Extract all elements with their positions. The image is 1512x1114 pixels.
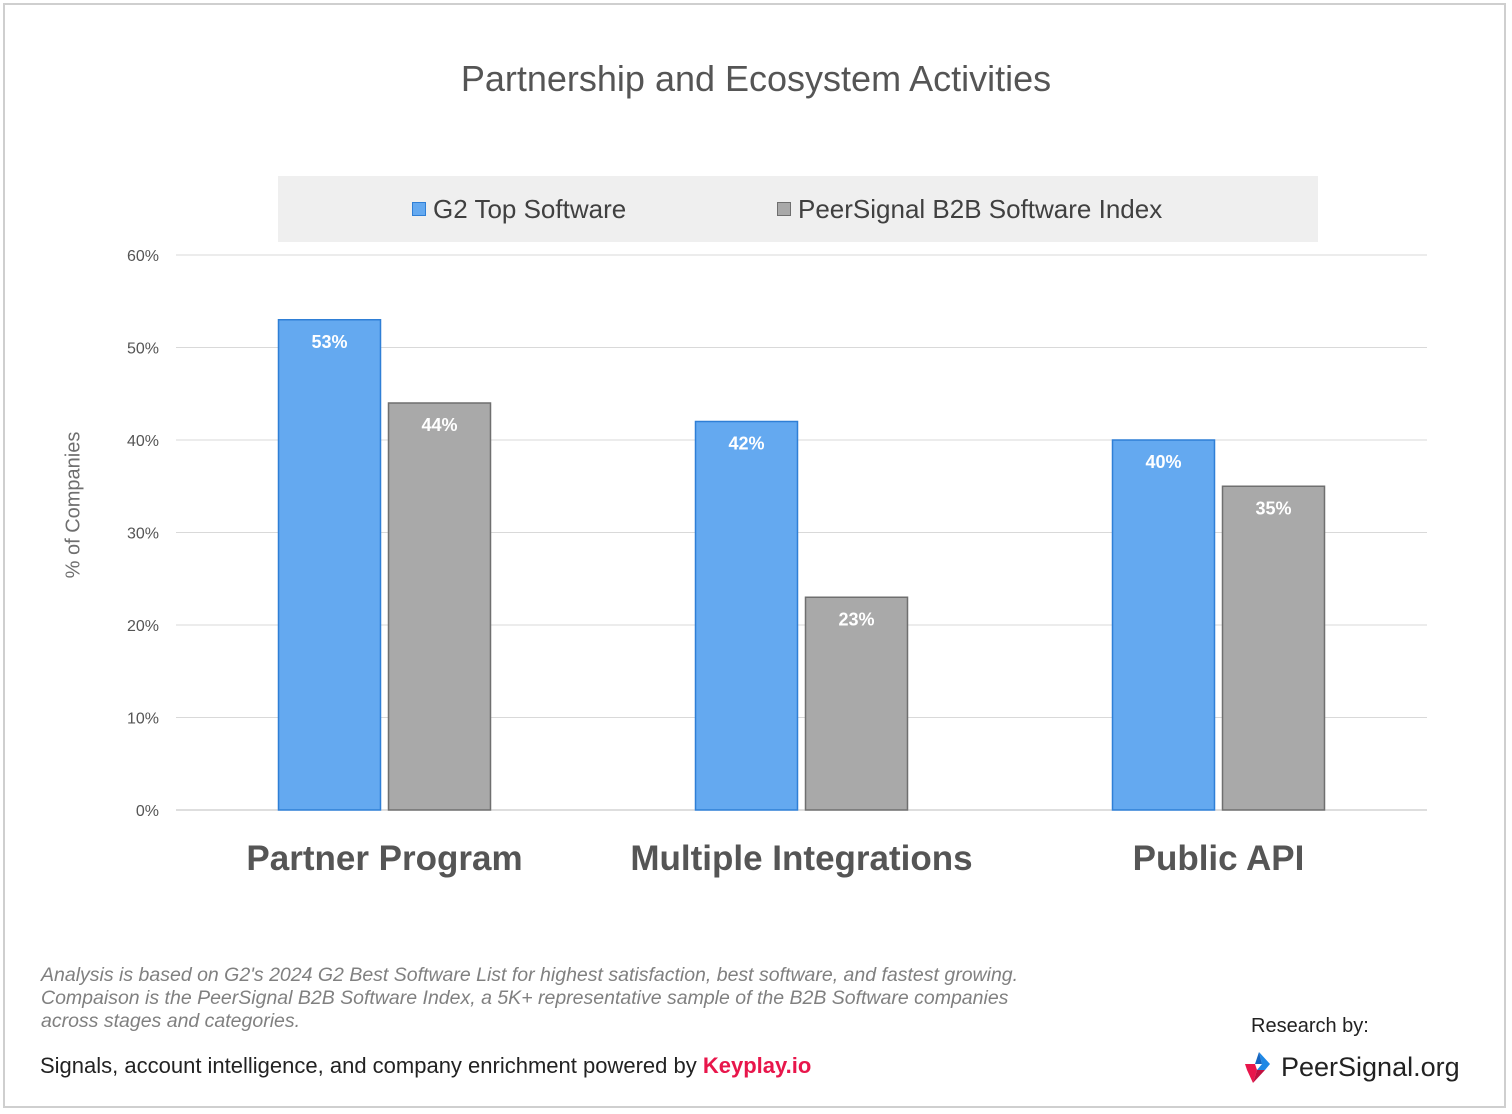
x-category-label: Public API [1133, 839, 1305, 878]
bar [1111, 439, 1216, 811]
legend-swatch-g2 [412, 202, 426, 216]
x-category-label: Partner Program [246, 839, 522, 878]
y-tick-label: 0% [136, 803, 159, 820]
analysis-footnote: Analysis is based on G2's 2024 G2 Best S… [41, 964, 1019, 1032]
research-by-label: Research by: [1251, 1015, 1369, 1037]
legend-swatch-peersignal [777, 202, 791, 216]
peersignal-logo[interactable]: PeerSignal.org [1243, 1050, 1460, 1084]
legend-item-peersignal: PeerSignal B2B Software Index [777, 176, 1162, 242]
bar-value-label: 35% [1255, 498, 1291, 518]
bar [1221, 485, 1326, 811]
keyplay-link[interactable]: Keyplay.io [702, 1053, 812, 1078]
bar-value-label: 40% [1145, 452, 1181, 472]
legend-item-g2: G2 Top Software [412, 176, 626, 242]
x-category-label: Multiple Integrations [630, 839, 972, 878]
powered-by-text: Signals, account intelligence, and compa… [40, 1053, 697, 1078]
bar-value-label: 53% [311, 332, 347, 352]
legend-label-g2: G2 Top Software [433, 193, 627, 224]
y-tick-label: 50% [127, 341, 159, 358]
bar-value-label: 42% [728, 434, 764, 454]
y-tick-label: 60% [127, 248, 159, 265]
y-tick-label: 20% [127, 618, 159, 635]
bar [277, 319, 382, 811]
peersignal-logo-text: PeerSignal.org [1281, 1051, 1460, 1082]
bar-value-label: 23% [838, 609, 874, 629]
chart-title: Partnership and Ecosystem Activities [460, 58, 1052, 99]
powered-by-line: Signals, account intelligence, and compa… [40, 1053, 811, 1079]
y-tick-label: 10% [127, 711, 159, 728]
legend: G2 Top Software PeerSignal B2B Software … [278, 176, 1318, 242]
bar [387, 402, 492, 811]
y-tick-label: 40% [127, 433, 159, 450]
legend-label-peersignal: PeerSignal B2B Software Index [798, 193, 1163, 224]
y-tick-label: 30% [127, 526, 159, 543]
bar [804, 596, 909, 811]
bar-value-label: 44% [421, 415, 457, 435]
bar [694, 420, 799, 811]
peersignal-logo-icon [1245, 1052, 1270, 1083]
